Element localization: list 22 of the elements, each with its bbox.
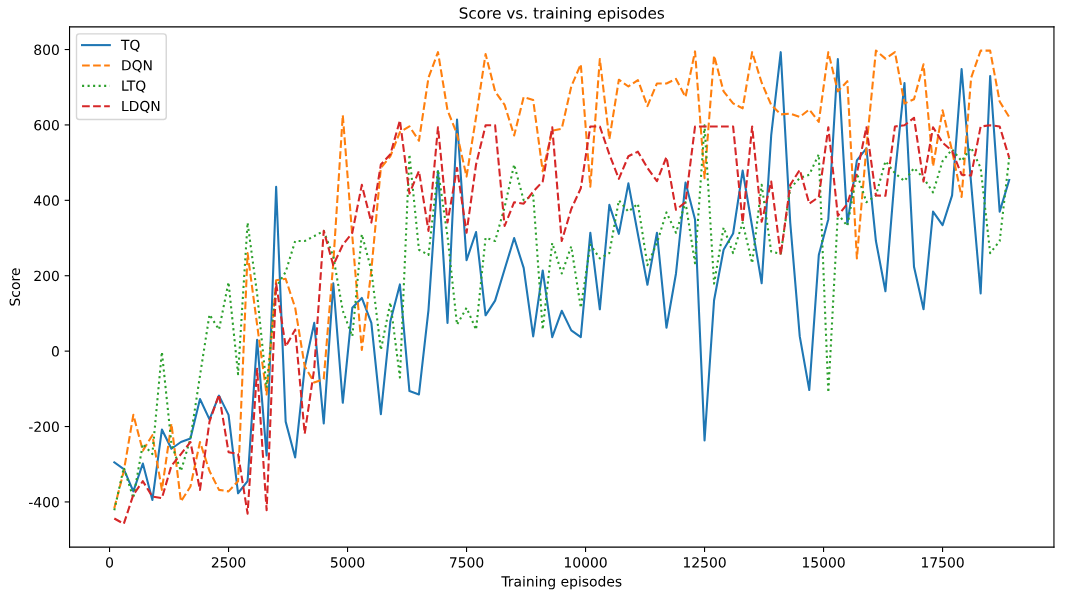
- x-tick-label: 12500: [683, 557, 726, 568]
- legend-label: LDQN: [122, 100, 160, 113]
- x-tick-label: 5000: [330, 557, 365, 568]
- y-tick-label: 400: [34, 195, 59, 206]
- y-tick-label: 600: [34, 119, 59, 131]
- y-axis-title: Score: [9, 268, 21, 306]
- legend-label: TQ: [120, 39, 140, 52]
- chart-title: Score vs. training episodes: [459, 6, 665, 22]
- x-tick-label: 10000: [564, 557, 607, 568]
- x-tick-label: 0: [106, 557, 114, 568]
- legend-label: LTQ: [122, 80, 146, 93]
- y-tick-label: -200: [28, 421, 59, 432]
- x-tick-label: 2500: [211, 557, 246, 568]
- x-axis-title: Training episodes: [501, 575, 622, 590]
- y-tick-label: 200: [34, 270, 59, 282]
- legend-label: DQN: [122, 60, 152, 73]
- y-tick-label: -400: [28, 496, 59, 508]
- y-tick-label: 0: [51, 346, 59, 357]
- x-tick-label: 7500: [450, 557, 484, 568]
- x-tick-label: 15000: [802, 557, 845, 568]
- x-tick-label: 17500: [922, 557, 964, 568]
- y-tick-label: 800: [34, 44, 59, 55]
